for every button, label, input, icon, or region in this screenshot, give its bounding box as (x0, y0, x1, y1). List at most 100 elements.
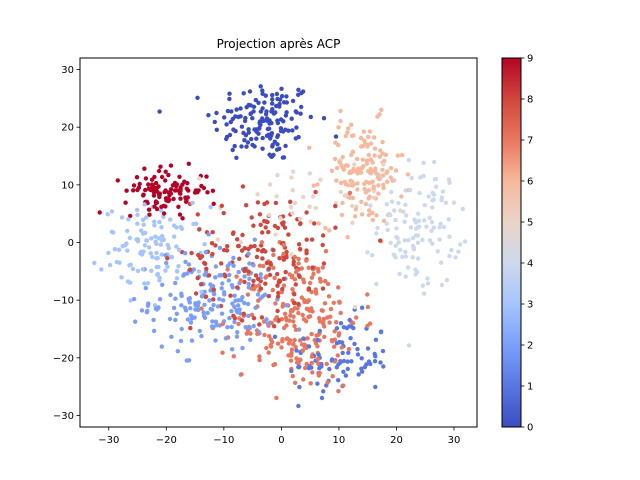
scatter-point (161, 211, 167, 216)
scatter-point (248, 244, 253, 249)
scatter-point (248, 331, 253, 336)
scatter-point (345, 163, 350, 168)
scatter-point (276, 318, 281, 323)
scatter-point (174, 188, 179, 193)
scatter-point (252, 243, 257, 249)
scatter-point (292, 200, 298, 206)
scatter-point (278, 216, 283, 221)
scatter-point (304, 237, 309, 242)
scatter-point (257, 125, 262, 131)
scatter-point (321, 389, 326, 394)
scatter-point (284, 100, 289, 105)
y-axis: −30 −20 −10 0 10 20 30 (53, 65, 80, 422)
scatter-point (296, 403, 301, 409)
scatter-point (92, 260, 97, 266)
scatter-point (242, 138, 247, 143)
scatter-point (267, 121, 272, 126)
scatter-point (164, 260, 169, 266)
scatter-point (240, 184, 246, 189)
scatter-point (296, 364, 301, 370)
scatter-point (247, 276, 252, 281)
scatter-point (212, 119, 217, 125)
scatter-point (403, 202, 408, 208)
scatter-point (245, 292, 251, 297)
scatter-point (251, 287, 256, 292)
scatter-point (152, 303, 158, 308)
scatter-point (348, 336, 353, 341)
colorbar-tick-label: 6 (527, 177, 533, 188)
scatter-point (146, 182, 151, 187)
scatter-point (274, 103, 279, 109)
scatter-point (180, 182, 185, 187)
scatter-point (451, 200, 457, 205)
scatter-point (166, 245, 171, 251)
scatter-point (281, 119, 286, 124)
scatter-point (347, 170, 352, 176)
scatter-point (317, 366, 322, 371)
scatter-point (341, 325, 347, 330)
scatter-point (260, 146, 265, 151)
scatter-point (408, 225, 414, 230)
scatter-point (165, 256, 170, 261)
scatter-point (478, 229, 482, 233)
scatter-point (152, 204, 157, 209)
scatter-point (255, 276, 261, 282)
scatter-point (136, 185, 142, 190)
scatter-point (296, 310, 301, 316)
scatter-point (97, 210, 102, 215)
scatter-point (397, 271, 402, 277)
scatter-point (280, 155, 286, 160)
scatter-point (379, 107, 384, 113)
scatter-point (238, 240, 244, 245)
scatter-point (179, 291, 184, 296)
scatter-point (275, 225, 281, 231)
scatter-point (371, 195, 376, 200)
scatter-point (374, 231, 379, 236)
scatter-point (242, 279, 247, 285)
scatter-point (264, 260, 270, 266)
scatter-point (366, 169, 371, 174)
scatter-point (270, 144, 275, 149)
scatter-point (402, 219, 407, 224)
scatter-point (153, 234, 158, 239)
scatter-point (355, 352, 361, 357)
scatter-point (176, 264, 181, 269)
scatter-point (236, 321, 241, 327)
scatter-point (350, 149, 355, 155)
scatter-point (196, 300, 201, 305)
scatter-point (251, 278, 256, 284)
scatter-point (272, 275, 277, 281)
y-tick-label: −10 (53, 296, 74, 307)
scatter-point (359, 356, 364, 361)
scatter-point (304, 248, 309, 253)
scatter-point (336, 333, 341, 338)
scatter-point (349, 122, 354, 127)
scatter-point (275, 271, 280, 277)
scatter-point (364, 161, 370, 166)
scatter-point (392, 208, 397, 213)
scatter-point (135, 239, 141, 244)
scatter-point (99, 267, 104, 272)
scatter-point (453, 255, 458, 260)
scatter-point (325, 281, 331, 287)
scatter-point (167, 316, 173, 322)
scatter-point (309, 331, 314, 337)
scatter-point (263, 225, 268, 230)
scatter-point (462, 239, 468, 244)
scatter-point (279, 317, 285, 322)
scatter-point (380, 167, 385, 172)
scatter-point (318, 279, 323, 284)
scatter-point (154, 250, 159, 256)
scatter-point (359, 366, 364, 371)
scatter-point (157, 219, 162, 225)
scatter-point (154, 256, 159, 261)
scatter-point (141, 231, 146, 236)
scatter-point (378, 238, 383, 243)
scatter-point (153, 180, 159, 186)
scatter-point (348, 178, 353, 183)
scatter-point (234, 155, 239, 160)
scatter-point (208, 282, 213, 287)
scatter-point (310, 265, 315, 270)
scatter-point (128, 213, 133, 219)
scatter-point (195, 95, 200, 101)
